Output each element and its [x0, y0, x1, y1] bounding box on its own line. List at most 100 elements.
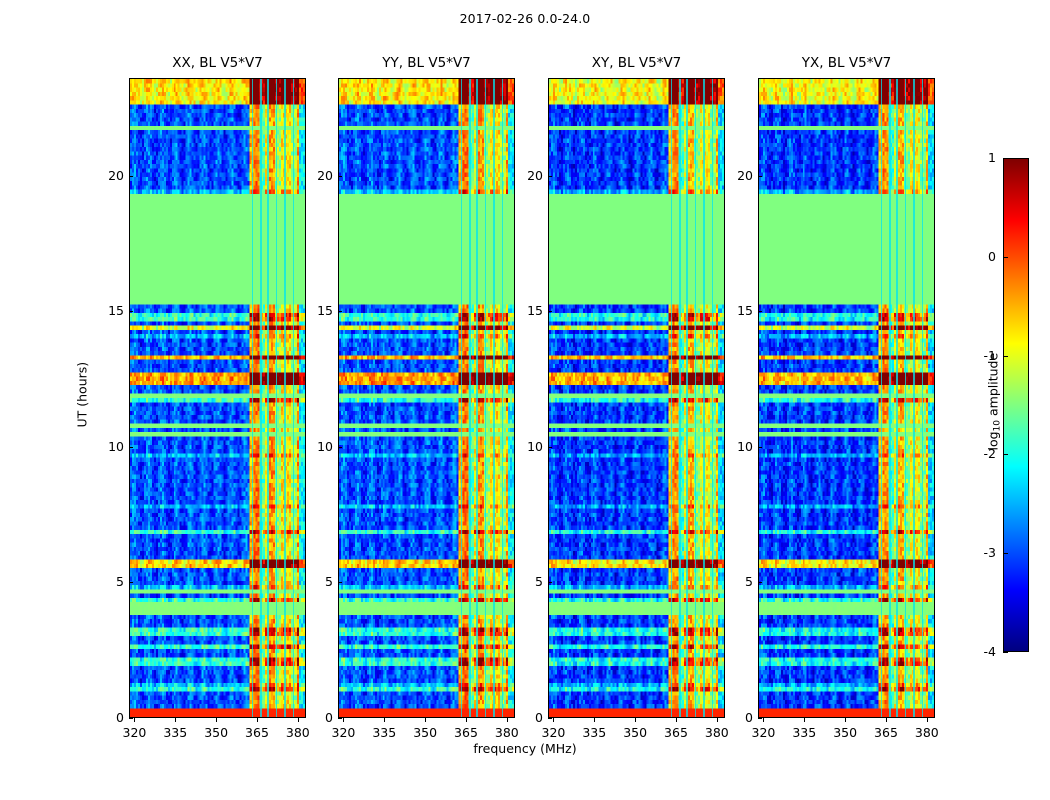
- x-tick-label: 350: [204, 725, 229, 740]
- y-tick-label: 20: [317, 167, 333, 183]
- x-tick: [594, 718, 596, 722]
- x-tick-label: 365: [245, 725, 269, 740]
- x-tick-label: 365: [664, 725, 688, 740]
- y-tick-label: 0: [325, 710, 333, 725]
- x-tick-label: 320: [541, 725, 566, 740]
- y-tick: [548, 582, 552, 584]
- y-tick: [758, 446, 762, 448]
- y-tick-label: 15: [108, 303, 124, 319]
- flagged-channel: [484, 79, 487, 717]
- colorbar-label: log10 amplitude: [986, 353, 1003, 451]
- y-tick: [758, 582, 762, 584]
- flagged-channel: [904, 79, 907, 717]
- colorbar-tick-label: -1: [983, 347, 996, 363]
- x-tick: [425, 718, 427, 722]
- x-tick-label: 320: [751, 725, 776, 740]
- x-tick: [256, 718, 258, 722]
- colorbar-label-subscript: 10: [992, 419, 1003, 432]
- flagged-channel: [889, 79, 891, 717]
- waterfall-panel-xy: [548, 78, 725, 718]
- x-tick-label: 350: [413, 725, 438, 740]
- figure-suptitle: 2017-02-26 0.0-24.0: [459, 11, 591, 26]
- flagged-channel: [476, 79, 478, 717]
- x-tick-label: 365: [874, 725, 898, 740]
- x-tick: [343, 718, 345, 722]
- y-tick-label: 5: [745, 574, 753, 590]
- flagged-channel: [711, 79, 714, 717]
- colorbar-tick: [1003, 355, 1008, 357]
- flagged-channel: [493, 79, 495, 717]
- flagged-channel: [670, 79, 673, 717]
- x-tick: [804, 718, 806, 722]
- x-tick: [885, 718, 887, 722]
- flagged-channel: [921, 79, 924, 717]
- flagged-channel: [469, 79, 471, 717]
- panel-title: YX, BL V5*V7: [801, 55, 892, 71]
- y-tick-label: 10: [108, 438, 124, 454]
- y-tick: [338, 175, 342, 177]
- x-axis-label: frequency (MHz): [473, 741, 577, 756]
- x-tick-label: 335: [792, 725, 817, 740]
- x-tick-label: 350: [833, 725, 858, 740]
- x-tick: [175, 718, 177, 722]
- flagged-channel: [896, 79, 898, 717]
- y-tick: [338, 718, 342, 719]
- colorbar-tick: [1003, 158, 1008, 159]
- waterfall-panel-yy: [338, 78, 515, 718]
- x-tick: [926, 718, 928, 722]
- y-tick: [129, 175, 133, 177]
- waterfall-panel-xx: [129, 78, 306, 718]
- x-tick-label: 380: [704, 725, 729, 740]
- y-tick-label: 0: [535, 710, 543, 725]
- y-tick-label: 5: [325, 574, 333, 590]
- x-tick-label: 380: [285, 725, 310, 740]
- y-tick-label: 0: [745, 710, 753, 725]
- flagged-channel: [275, 79, 278, 717]
- panel-title: XX, BL V5*V7: [172, 55, 263, 71]
- y-tick: [548, 175, 552, 177]
- colorbar-tick: [1003, 454, 1008, 456]
- flagged-channel: [260, 79, 262, 717]
- colorbar-label-suffix: amplitude: [985, 352, 1001, 420]
- panel-title: XY, BL V5*V7: [591, 55, 682, 71]
- x-tick-label: 350: [623, 725, 648, 740]
- flagged-channel: [686, 79, 688, 717]
- waterfall-image: [759, 79, 934, 717]
- y-tick: [129, 582, 133, 584]
- flagged-channel: [703, 79, 705, 717]
- x-tick-label: 335: [582, 725, 607, 740]
- y-tick: [548, 718, 552, 719]
- x-tick: [763, 718, 765, 722]
- flagged-channel: [913, 79, 915, 717]
- panel-title: YY, BL V5*V7: [382, 55, 471, 71]
- y-tick: [338, 446, 342, 448]
- x-tick-label: 335: [372, 725, 397, 740]
- colorbar-tick-label: -4: [983, 644, 996, 659]
- y-tick: [758, 718, 762, 719]
- flagged-channel: [267, 79, 269, 717]
- x-tick: [297, 718, 299, 722]
- colorbar-gradient: [1004, 159, 1028, 651]
- y-tick-label: 0: [116, 710, 124, 725]
- x-tick: [384, 718, 386, 722]
- colorbar-tick: [1003, 553, 1008, 555]
- x-tick: [635, 718, 637, 722]
- x-tick: [465, 718, 467, 722]
- x-tick-label: 335: [163, 725, 188, 740]
- waterfall-panel-yx: [758, 78, 935, 718]
- colorbar-tick: [1003, 256, 1008, 258]
- x-tick: [675, 718, 677, 722]
- y-tick-label: 5: [116, 574, 124, 590]
- y-tick-label: 15: [317, 303, 333, 319]
- y-tick-label: 20: [108, 167, 124, 183]
- x-tick-label: 380: [914, 725, 939, 740]
- y-tick: [129, 446, 133, 448]
- flagged-channel: [501, 79, 504, 717]
- flagged-channel: [880, 79, 883, 717]
- y-tick: [129, 718, 133, 719]
- colorbar: [1003, 158, 1029, 652]
- y-tick: [129, 311, 133, 313]
- flagged-channel: [460, 79, 463, 717]
- y-tick-label: 15: [737, 303, 753, 319]
- x-tick: [716, 718, 718, 722]
